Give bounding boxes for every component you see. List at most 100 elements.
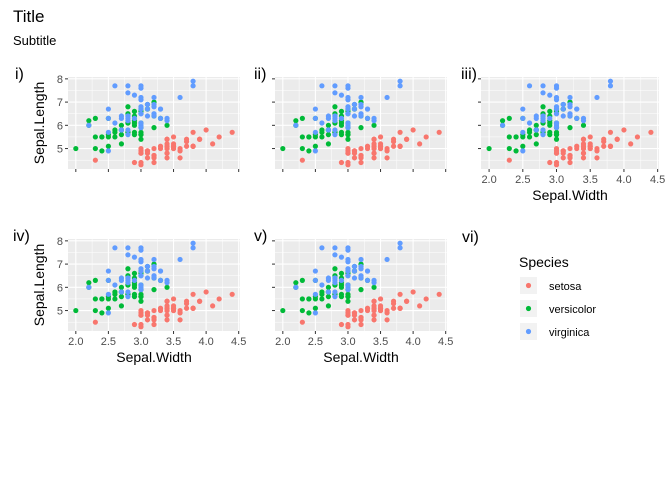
x-axis-title: Sepal.Width xyxy=(532,187,607,203)
point-virginica xyxy=(547,92,553,98)
point-setosa xyxy=(299,157,305,163)
point-versicolor xyxy=(125,266,131,272)
point-setosa xyxy=(151,307,157,314)
point-versicolor xyxy=(312,143,318,149)
point-virginica xyxy=(358,275,364,281)
point-setosa xyxy=(423,134,429,140)
point-versicolor xyxy=(325,132,332,138)
panel-tag-vi: vi) xyxy=(462,229,479,246)
point-setosa xyxy=(358,317,364,323)
point-virginica xyxy=(138,125,144,131)
point-virginica xyxy=(144,113,151,119)
point-virginica xyxy=(345,111,351,117)
point-versicolor xyxy=(112,296,118,302)
point-setosa xyxy=(397,305,403,311)
x-axis-title: Sepal.Width xyxy=(116,349,191,365)
point-virginica xyxy=(574,106,580,112)
point-virginica xyxy=(105,277,111,283)
point-setosa xyxy=(587,141,593,147)
point-virginica xyxy=(553,94,560,101)
point-setosa xyxy=(299,319,305,325)
point-setosa xyxy=(183,138,190,145)
point-versicolor xyxy=(371,122,377,128)
point-virginica xyxy=(157,268,164,274)
point-virginica xyxy=(190,78,196,84)
y-axis-title: Sepal.Length xyxy=(31,244,47,327)
point-setosa xyxy=(164,150,170,156)
point-setosa xyxy=(170,134,177,140)
point-versicolor xyxy=(125,104,131,110)
point-setosa xyxy=(364,145,371,152)
point-setosa xyxy=(384,148,390,154)
point-virginica xyxy=(138,94,144,101)
point-setosa xyxy=(345,150,351,156)
point-virginica xyxy=(131,115,138,121)
point-virginica xyxy=(345,106,351,112)
point-virginica xyxy=(125,90,131,96)
point-setosa xyxy=(197,298,203,304)
point-versicolor xyxy=(371,284,377,290)
x-tick-label: 4.0 xyxy=(616,174,631,186)
point-virginica xyxy=(351,275,358,281)
point-virginica xyxy=(499,122,506,128)
point-setosa xyxy=(404,136,410,142)
point-setosa xyxy=(183,305,190,311)
point-virginica xyxy=(351,263,358,270)
point-virginica xyxy=(533,127,539,133)
x-tick-label: 2.5 xyxy=(101,336,116,348)
point-virginica xyxy=(131,92,138,98)
point-virginica xyxy=(358,94,364,101)
point-setosa xyxy=(614,136,620,142)
point-virginica xyxy=(312,106,318,112)
point-versicolor xyxy=(151,287,157,293)
point-versicolor xyxy=(131,108,138,114)
point-versicolor xyxy=(299,115,305,121)
point-virginica xyxy=(332,127,338,133)
point-versicolor xyxy=(118,141,125,147)
point-versicolor xyxy=(319,134,325,140)
point-setosa xyxy=(567,159,573,166)
point-setosa xyxy=(628,141,634,147)
point-setosa xyxy=(144,317,151,323)
point-setosa xyxy=(506,157,512,163)
point-versicolor xyxy=(73,145,79,152)
point-setosa xyxy=(358,155,364,161)
point-setosa xyxy=(351,310,358,316)
point-virginica xyxy=(325,115,332,121)
panel-tag: v) xyxy=(254,228,267,245)
point-virginica xyxy=(312,148,318,154)
point-setosa xyxy=(190,143,196,149)
legend-label-virginica: virginica xyxy=(549,327,590,339)
point-virginica xyxy=(397,83,403,89)
point-virginica xyxy=(138,273,144,279)
point-virginica xyxy=(553,106,560,112)
point-setosa xyxy=(371,136,377,142)
point-setosa xyxy=(634,134,641,140)
point-versicolor xyxy=(112,134,118,140)
point-versicolor xyxy=(131,291,138,297)
point-virginica xyxy=(594,94,600,101)
point-versicolor xyxy=(520,143,526,149)
point-setosa xyxy=(377,141,384,147)
x-tick-label: 4.5 xyxy=(231,336,246,348)
point-versicolor xyxy=(293,280,299,286)
panel-tag: iii) xyxy=(461,66,477,83)
point-setosa xyxy=(580,150,587,156)
point-versicolor xyxy=(92,134,98,140)
point-versicolor xyxy=(112,289,118,295)
point-setosa xyxy=(648,129,654,135)
point-versicolor xyxy=(506,134,512,140)
point-setosa xyxy=(170,296,177,302)
point-setosa xyxy=(351,155,358,161)
point-setosa xyxy=(384,155,390,161)
point-virginica xyxy=(151,256,157,263)
point-setosa xyxy=(138,150,144,156)
x-tick-label: 3.5 xyxy=(583,174,598,186)
point-virginica xyxy=(105,268,111,274)
point-virginica xyxy=(177,256,183,263)
legend-title: Species xyxy=(519,254,569,270)
point-virginica xyxy=(607,83,614,89)
point-virginica xyxy=(325,277,332,283)
point-setosa xyxy=(170,145,177,152)
point-virginica xyxy=(157,277,164,283)
